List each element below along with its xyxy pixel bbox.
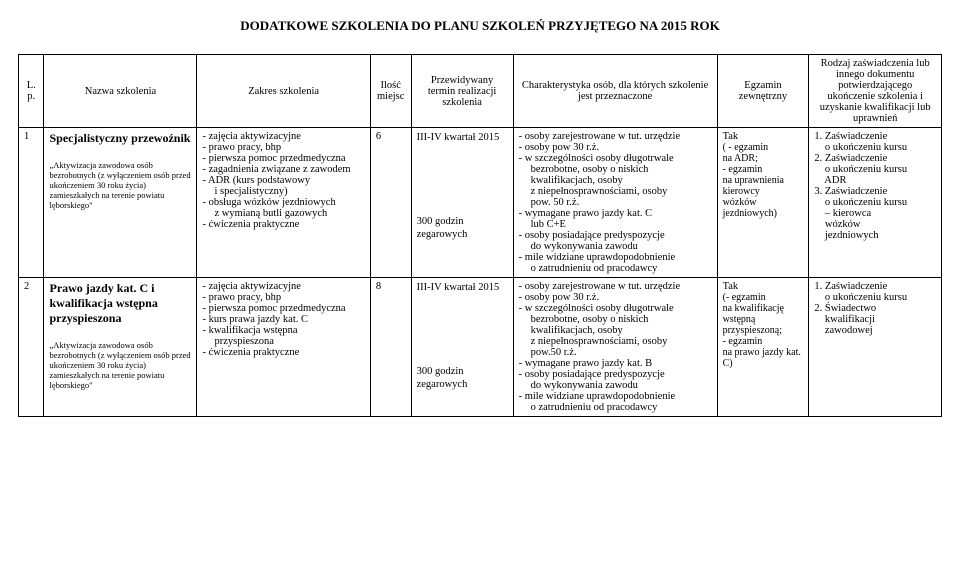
cell-char: - osoby zarejestrowane w tut. urzędzie- … [513, 128, 717, 278]
training-table: L. p. Nazwa szkolenia Zakres szkolenia I… [18, 54, 942, 417]
header-lp: L. p. [19, 55, 44, 128]
cell-count: 8 [370, 278, 411, 417]
cell-lp: 1 [19, 128, 44, 278]
header-exam: Egzamin zewnętrzny [717, 55, 809, 128]
header-char: Charakterystyka osób, dla których szkole… [513, 55, 717, 128]
cell-count: 6 [370, 128, 411, 278]
header-count: Ilość miejsc [370, 55, 411, 128]
table-row: 1Specjalistyczny przewoźnik„Aktywizacja … [19, 128, 942, 278]
cell-term: III-IV kwartał 2015300 godzin zegarowych [411, 278, 513, 417]
cell-exam: Tak( - egzaminna ADR;- egzaminna uprawni… [717, 128, 809, 278]
cell-lp: 2 [19, 278, 44, 417]
header-cert: Rodzaj zaświadczenia lub innego dokument… [809, 55, 942, 128]
header-scope: Zakres szkolenia [197, 55, 370, 128]
cell-exam: Tak(- egzaminna kwalifikacjęwstępnąprzys… [717, 278, 809, 417]
header-name: Nazwa szkolenia [44, 55, 197, 128]
cell-name: Specjalistyczny przewoźnik„Aktywizacja z… [44, 128, 197, 278]
cell-char: - osoby zarejestrowane w tut. urzędzie- … [513, 278, 717, 417]
page-title: DODATKOWE SZKOLENIA DO PLANU SZKOLEŃ PRZ… [18, 18, 942, 34]
cell-scope: - zajęcia aktywizacyjne- prawo pracy, bh… [197, 278, 370, 417]
cell-term: III-IV kwartał 2015300 godzin zegarowych [411, 128, 513, 278]
cell-name: Prawo jazdy kat. C i kwalifikacja wstępn… [44, 278, 197, 417]
cell-scope: - zajęcia aktywizacyjne- prawo pracy, bh… [197, 128, 370, 278]
header-term: Przewidywany termin realizacji szkolenia [411, 55, 513, 128]
cell-cert: 1. Zaświadczenie o ukończeniu kursu2. Za… [809, 128, 942, 278]
table-row: 2Prawo jazdy kat. C i kwalifikacja wstęp… [19, 278, 942, 417]
table-header-row: L. p. Nazwa szkolenia Zakres szkolenia I… [19, 55, 942, 128]
cell-cert: 1. Zaświadczenie o ukończeniu kursu2. Św… [809, 278, 942, 417]
